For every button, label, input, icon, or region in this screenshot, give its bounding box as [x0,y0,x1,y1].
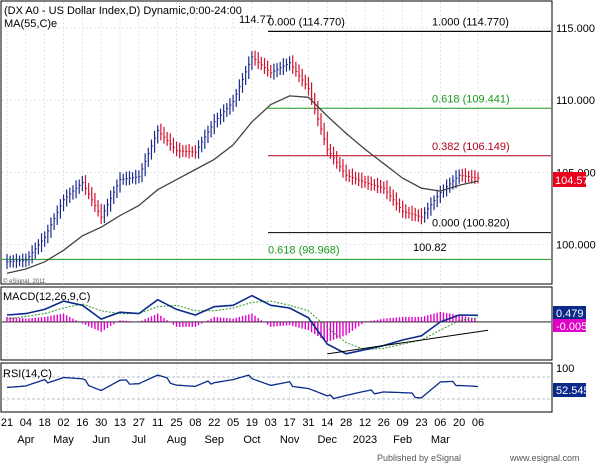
x-day-label: 12 [359,417,371,429]
esignal-brand: www.esignal.com [509,453,580,463]
x-month-label: Sep [204,434,224,446]
x-day-label: 08 [189,417,201,429]
macd-label: MACD(12,26,9,C) [3,291,90,303]
low-annotation: 100.82 [413,242,447,254]
x-day-label: 21 [1,417,13,429]
x-month-label: Mar [431,434,450,446]
macd-line [6,294,479,355]
x-month-label: Oct [243,434,260,446]
rsi-layer [2,374,551,400]
watermark: © eSignal, 2011 [3,278,46,285]
fib-label: 1.000 (114.770) [432,16,509,28]
x-day-label: 28 [340,417,352,429]
x-day-label: 06 [472,417,484,429]
ma-label: MA(55,C)e [4,18,57,30]
fib-label: 0.000 (100.820) [432,218,510,230]
fib-label: 0.618 (98.968) [268,244,340,256]
x-month-label: Jun [92,434,110,446]
x-day-label: 09 [397,417,409,429]
price-layer [6,50,480,274]
x-month-label: May [53,434,74,446]
published-by: Published by eSignal [377,453,461,463]
x-day-label: 25 [170,417,182,429]
x-month-label: Dec [317,434,337,446]
x-day-label: 23 [415,417,427,429]
x-day-label: 22 [208,417,220,429]
x-month-label: Feb [393,434,412,446]
fibonacci-layer: 0.000 (114.770) 1.000 (114.770) 0.618 (109… [2,16,551,260]
x-day-label: 05 [227,417,239,429]
x-month-label: Jul [132,434,146,446]
x-day-label: 04 [20,417,32,429]
rsi-level-label: 100 [556,363,574,375]
x-day-label: 16 [76,417,88,429]
x-day-label: 11 [152,417,163,429]
high-annotation: 114.77 [239,14,272,26]
x-day-label: 27 [133,417,145,429]
price-panel-frame [0,0,553,285]
x-month-label: 2023 [353,434,377,446]
x-day-label: 13 [114,417,126,429]
signal-value-box [553,319,586,332]
rsi-label: RSI(14,C) [3,368,52,380]
x-month-label: Aug [167,434,187,446]
macd-value-box [553,306,586,319]
x-day-label: 26 [378,417,390,429]
ma-line [6,95,479,274]
rsi-value-box [553,383,586,397]
rsi-value: 52.545 [556,385,590,397]
price-tick-label: 110.000 [556,95,595,107]
last-price-box [553,172,586,187]
x-day-label: 31 [302,417,314,429]
macd-layer [2,294,551,355]
x-day-label: 20 [453,417,465,429]
fib-label: 0.618 (109.441) [432,93,510,105]
chart-title: (DX A0 - US Dollar Index,D) Dynamic,0:00… [4,5,242,17]
macd-trendline [327,329,489,355]
x-day-label: 18 [39,417,51,429]
rsi-line [6,374,479,400]
x-day-label: 02 [57,417,69,429]
price-tick-label: 115.000 [556,23,595,35]
x-month-label: Nov [280,434,300,446]
price-tick-label: 100.000 [556,239,596,251]
x-month-label: Apr [17,434,34,446]
last-price-value: 104.576 [555,175,595,187]
x-day-label: 30 [95,417,107,429]
signal-value: -0.005 [556,321,587,333]
x-day-label: 17 [283,417,295,429]
x-day-label: 06 [434,417,446,429]
macd-signal-line [6,300,479,351]
fib-label: 0.382 (106.149) [432,141,510,153]
fib-label: 0.000 (114.770) [268,16,345,28]
x-day-label: 03 [265,417,277,429]
x-day-label: 14 [321,417,333,429]
x-day-label: 19 [246,417,258,429]
macd-value: 0.479 [556,308,584,320]
rsi-panel-frame [0,362,553,413]
